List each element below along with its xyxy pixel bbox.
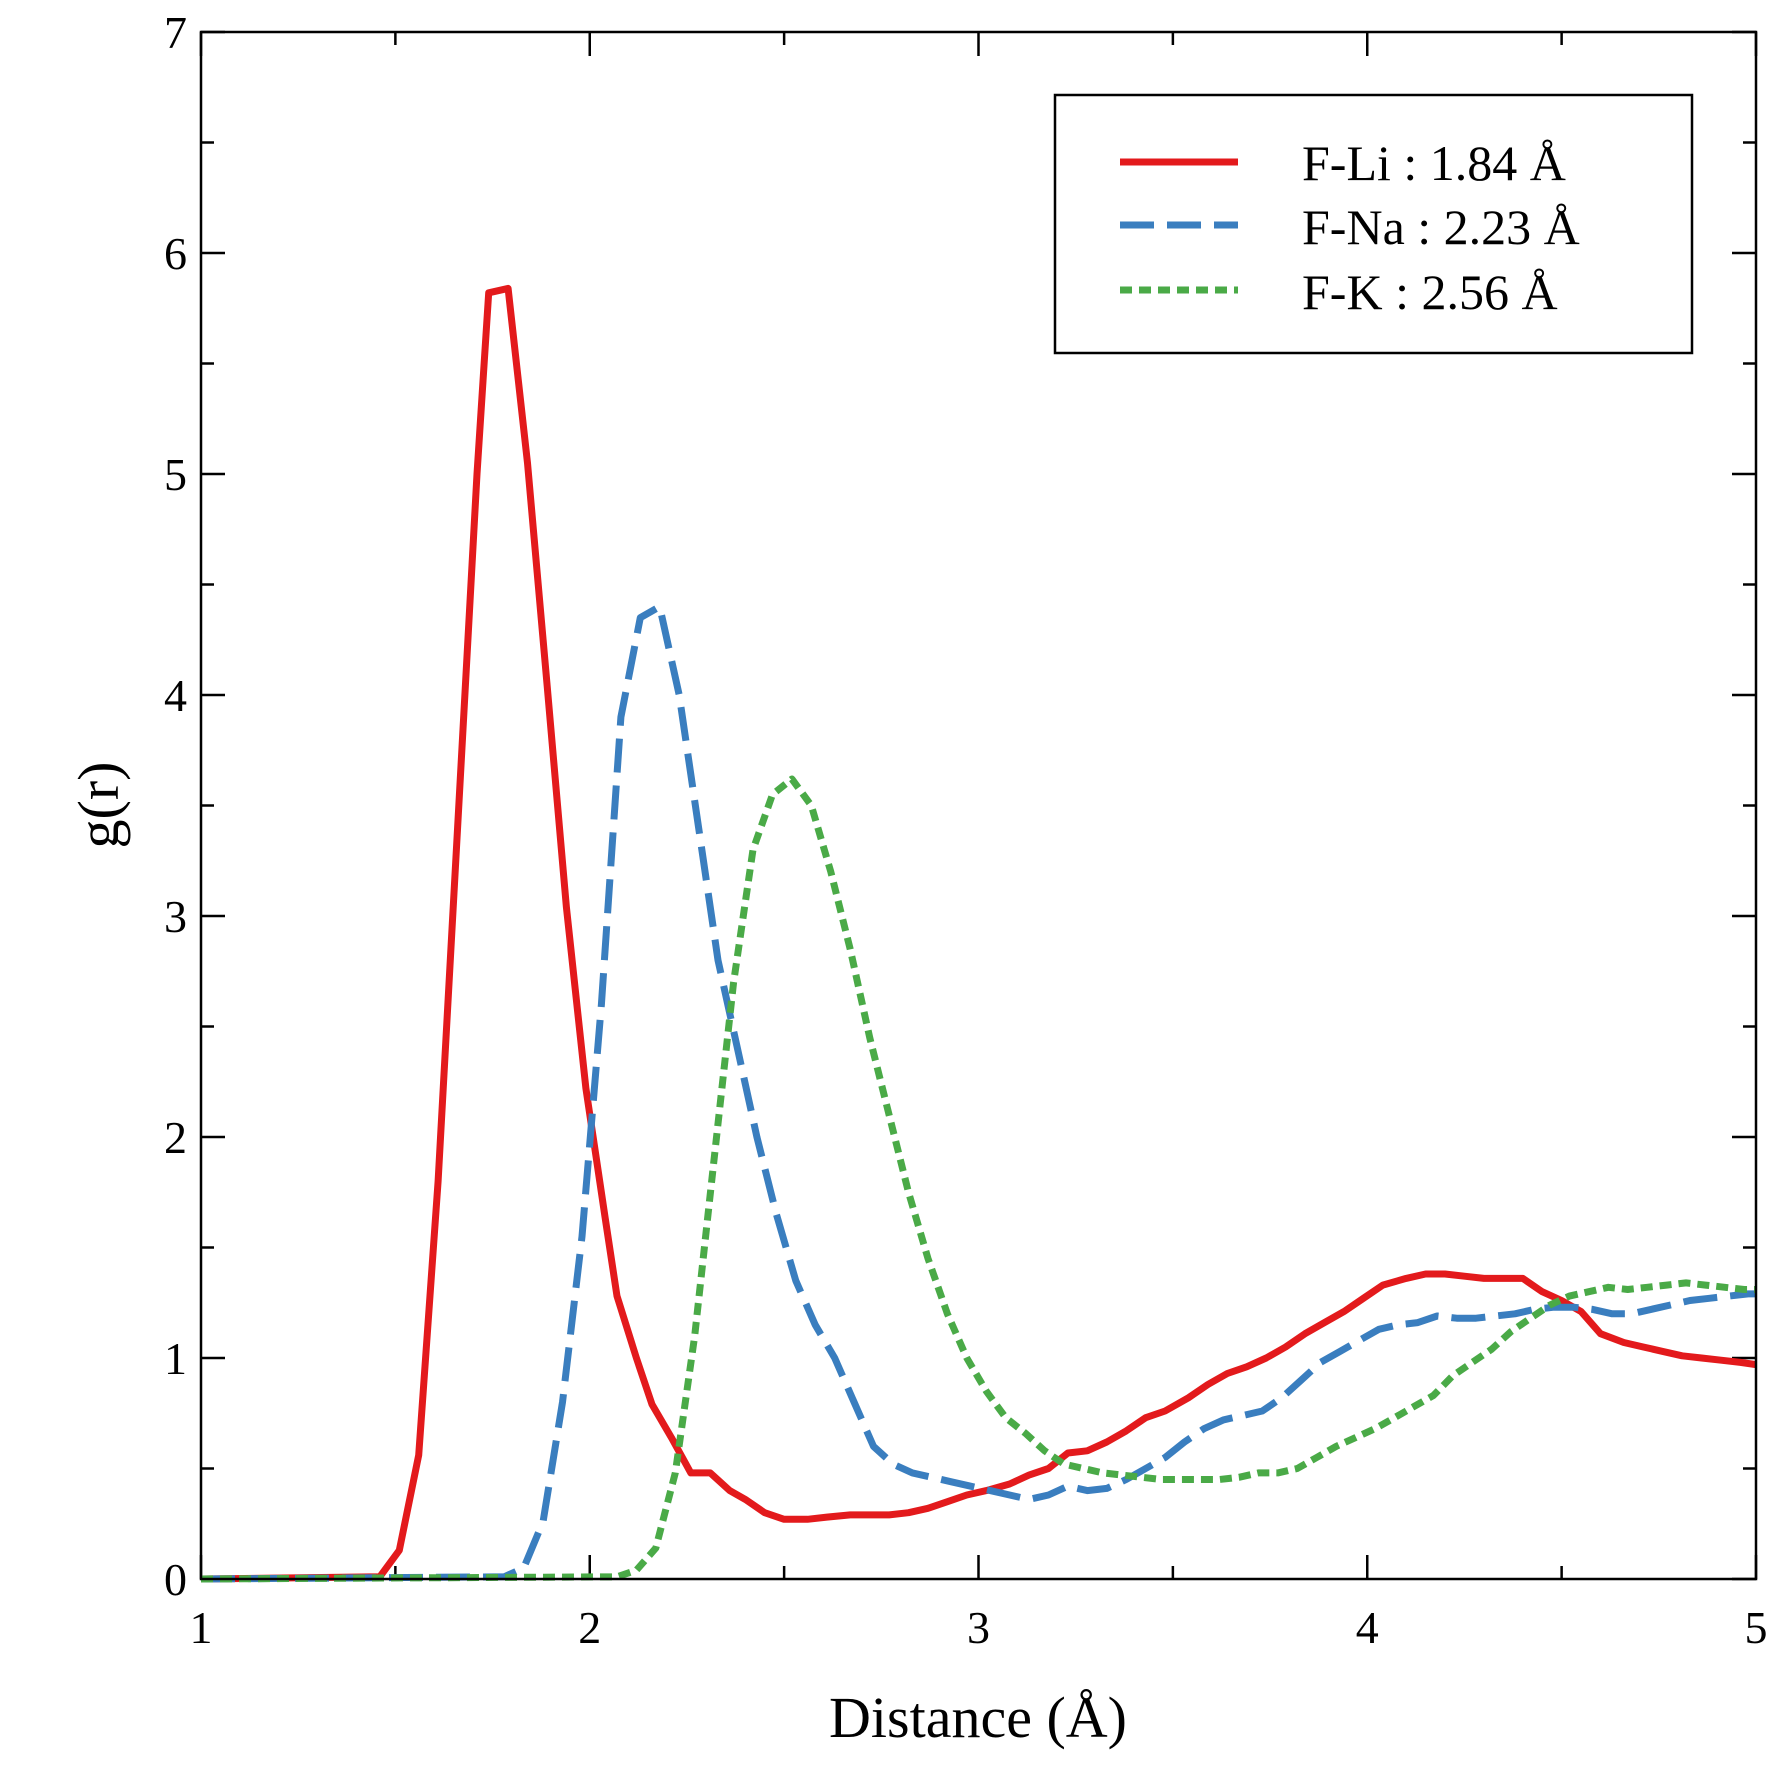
x-tick-label: 1 [190,1602,213,1653]
series-line-1 [200,603,1756,1583]
y-tick-label: 7 [164,7,187,58]
y-tick-label: 5 [164,449,187,500]
legend-label-f-li: F-Li : 1.84 Å [1302,135,1566,191]
legend: F-Li : 1.84 Å F-Na : 2.23 Å F-K : 2.56 Å [1053,93,1694,355]
series-line-0 [200,284,1757,1583]
y-tick-label: 6 [164,228,187,279]
legend-label-f-na: F-Na : 2.23 Å [1302,199,1580,255]
x-tick-label: 2 [578,1602,601,1653]
y-tick-label: 1 [164,1333,187,1384]
x-tick-label: 5 [1745,1602,1768,1653]
legend-label-f-k: F-K : 2.56 Å [1302,264,1558,320]
y-axis-title: g(r) [66,762,131,849]
y-tick-label: 4 [164,670,187,721]
series-line-2 [200,775,1756,1583]
x-tick-label: 3 [967,1602,990,1653]
legend-box [1053,93,1694,355]
plot-frame [199,30,1758,1581]
y-tick-label: 2 [164,1112,187,1163]
x-axis-title: Distance (Å) [829,1685,1127,1750]
x-tick-label: 4 [1356,1602,1379,1653]
y-tick-label: 3 [164,891,187,942]
y-tick-label: 0 [164,1554,187,1605]
series-layer [200,284,1757,1583]
